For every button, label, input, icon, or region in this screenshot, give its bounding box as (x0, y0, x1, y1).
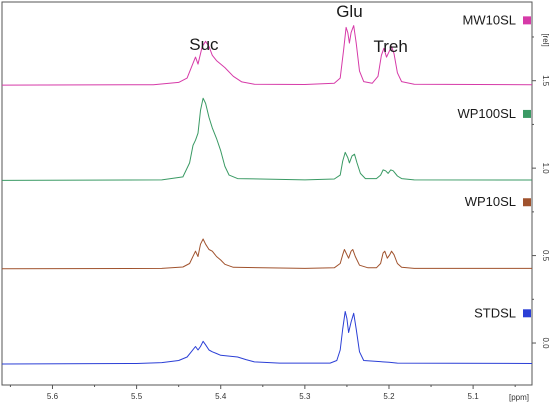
y-tick-label: 1.5 (541, 75, 550, 87)
x-tick-label: 5.5 (131, 392, 143, 401)
x-axis-label: [ppm] (509, 393, 529, 402)
series-name-mw10sl: MW10SL (463, 12, 516, 27)
x-tick-label: 5.4 (215, 392, 227, 401)
x-tick-label: 5.1 (468, 392, 480, 401)
series-name-wp100sl: WP100SL (457, 106, 516, 121)
peak-label-treh: Treh (374, 37, 408, 56)
series-name-stdsl: STDSL (474, 305, 516, 320)
x-tick-label: 5.3 (299, 392, 311, 401)
peak-label-suc: Suc (189, 35, 219, 54)
legend-swatch-stdsl (523, 309, 531, 318)
series-name-wp10sl: WP10SL (465, 194, 516, 209)
series-line-mw10sl (1, 25, 533, 86)
y-axis: 0.0 0.5 1.0 1.5 [rel] (532, 33, 550, 349)
peak-label-glu: Glu (336, 2, 362, 21)
x-tick-label: 5.2 (383, 392, 395, 401)
peak-labels: Suc Glu Treh (189, 2, 408, 56)
series-line-wp100sl (1, 97, 533, 181)
y-tick-label: 0.0 (541, 337, 550, 349)
plot-frame-group (1, 1, 533, 386)
y-axis-label: [rel] (541, 33, 550, 46)
legend-swatch-wp10sl (523, 198, 531, 207)
y-tick-label: 0.5 (541, 250, 550, 262)
series-line-stdsl (1, 311, 533, 365)
series-group (1, 25, 533, 365)
series-line-wp10sl (1, 238, 532, 270)
plot-frame (1, 1, 533, 386)
x-axis: 5.6 5.5 5.4 5.3 5.2 5.1 [ppm] (9, 385, 529, 402)
x-tick-label: 5.6 (47, 392, 59, 401)
legend-swatch-mw10sl (523, 16, 531, 25)
y-tick-label: 1.0 (541, 163, 550, 175)
legend-swatch-wp100sl (523, 109, 531, 118)
series-labels: MW10SL WP100SL WP10SL STDSL (457, 12, 531, 320)
